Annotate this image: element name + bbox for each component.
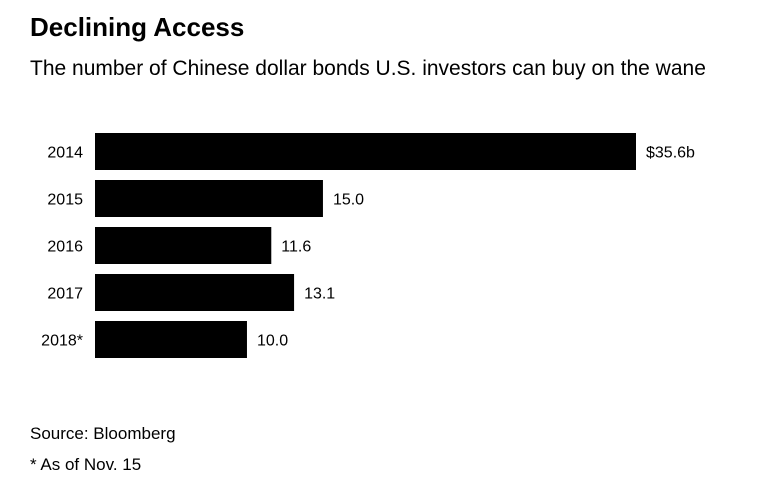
chart-title: Declining Access xyxy=(30,12,245,42)
value-label: 10.0 xyxy=(257,333,288,350)
bar-2016 xyxy=(95,227,272,264)
value-label: 15.0 xyxy=(333,192,364,209)
category-label: 2018* xyxy=(41,333,83,350)
source-note: Source: Bloomberg xyxy=(30,424,176,443)
footnote: * As of Nov. 15 xyxy=(30,455,142,474)
category-label: 2017 xyxy=(47,286,83,303)
bar-2014 xyxy=(95,133,636,170)
chart-subtitle: The number of Chinese dollar bonds U.S. … xyxy=(30,57,706,80)
value-label: $35.6b xyxy=(646,145,695,162)
bar-2017 xyxy=(95,274,295,311)
category-label: 2014 xyxy=(47,145,83,162)
value-label: 11.6 xyxy=(281,239,311,256)
bar-2018* xyxy=(95,321,247,358)
category-label: 2016 xyxy=(47,239,83,256)
value-label: 13.1 xyxy=(304,286,335,303)
category-label: 2015 xyxy=(47,192,83,209)
bar-2015 xyxy=(95,180,323,217)
